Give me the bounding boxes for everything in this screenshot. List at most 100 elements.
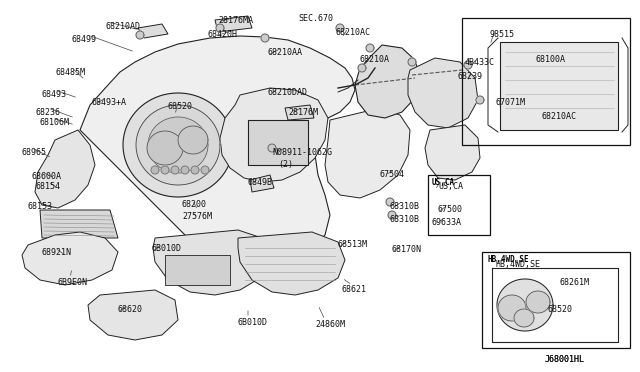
Polygon shape — [191, 166, 199, 174]
Text: 68200: 68200 — [182, 200, 207, 209]
Text: 68921N: 68921N — [42, 248, 72, 257]
Text: 68513M: 68513M — [338, 240, 368, 249]
Text: 68210AA: 68210AA — [268, 48, 303, 57]
Text: (2): (2) — [278, 160, 293, 169]
Text: 98515: 98515 — [490, 30, 515, 39]
Text: 6849B: 6849B — [248, 178, 273, 187]
Text: 68493+A: 68493+A — [92, 98, 127, 107]
Polygon shape — [181, 166, 189, 174]
Polygon shape — [408, 58, 478, 128]
Polygon shape — [22, 232, 118, 285]
Text: 68239: 68239 — [458, 72, 483, 81]
Polygon shape — [476, 96, 484, 104]
Text: 67504: 67504 — [380, 170, 405, 179]
Bar — [428, 175, 490, 235]
Text: 67500: 67500 — [438, 205, 463, 214]
Polygon shape — [248, 120, 308, 165]
Text: US,CA: US,CA — [438, 182, 463, 191]
Polygon shape — [238, 232, 345, 295]
Text: 68106M: 68106M — [40, 118, 70, 127]
Text: 68210DAD: 68210DAD — [268, 88, 308, 97]
Polygon shape — [268, 144, 276, 152]
Text: HB,4WD,SE: HB,4WD,SE — [495, 260, 540, 269]
Text: 68154: 68154 — [36, 182, 61, 191]
Polygon shape — [151, 166, 159, 174]
Text: 68100A: 68100A — [535, 55, 565, 64]
Text: 68170N: 68170N — [392, 245, 422, 254]
Text: 68499: 68499 — [72, 35, 97, 44]
Polygon shape — [138, 24, 168, 38]
Bar — [281, 145, 291, 159]
Text: 68236: 68236 — [36, 108, 61, 117]
Polygon shape — [514, 309, 534, 327]
Text: 69633A: 69633A — [432, 218, 462, 227]
Text: 68600A: 68600A — [32, 172, 62, 181]
Text: 6B9E0N: 6B9E0N — [58, 278, 88, 287]
Polygon shape — [216, 24, 224, 32]
Text: 68310B: 68310B — [390, 215, 420, 224]
Text: US,CA: US,CA — [432, 178, 455, 187]
Text: 27576M: 27576M — [182, 212, 212, 221]
Text: 68210AC: 68210AC — [335, 28, 370, 37]
Polygon shape — [464, 61, 472, 69]
Text: HB,4WD,SE: HB,4WD,SE — [487, 255, 529, 264]
Polygon shape — [355, 45, 420, 118]
Polygon shape — [88, 290, 178, 340]
Polygon shape — [171, 166, 179, 174]
Text: 68965: 68965 — [22, 148, 47, 157]
Bar — [462, 18, 630, 145]
Text: 68420H: 68420H — [207, 30, 237, 39]
Polygon shape — [408, 58, 416, 66]
Polygon shape — [80, 36, 355, 272]
Text: 68210AC: 68210AC — [542, 112, 577, 121]
Text: 28176M: 28176M — [288, 108, 318, 117]
Polygon shape — [498, 295, 526, 321]
Text: 68520: 68520 — [548, 305, 573, 314]
Bar — [255, 145, 265, 159]
Text: 4B433C: 4B433C — [465, 58, 495, 67]
Polygon shape — [285, 105, 314, 120]
Bar — [500, 42, 618, 130]
Text: 68485M: 68485M — [55, 68, 85, 77]
Polygon shape — [123, 93, 233, 197]
Polygon shape — [250, 175, 274, 192]
Polygon shape — [147, 131, 183, 165]
Polygon shape — [136, 31, 144, 39]
Polygon shape — [386, 198, 394, 206]
Polygon shape — [366, 44, 374, 52]
Polygon shape — [261, 34, 269, 42]
Polygon shape — [153, 230, 268, 295]
Text: SEC.670: SEC.670 — [298, 14, 333, 23]
Polygon shape — [136, 105, 220, 185]
Text: 67071M: 67071M — [495, 98, 525, 107]
Polygon shape — [201, 166, 209, 174]
Text: J68001HL: J68001HL — [545, 355, 585, 364]
Text: 68620: 68620 — [118, 305, 143, 314]
Polygon shape — [425, 125, 480, 180]
Text: 68153: 68153 — [28, 202, 53, 211]
Text: 68210A: 68210A — [360, 55, 390, 64]
Polygon shape — [215, 16, 252, 32]
Text: 24860M: 24860M — [315, 320, 345, 329]
Text: 68520: 68520 — [168, 102, 193, 111]
Polygon shape — [358, 64, 366, 72]
Text: 6B010D: 6B010D — [238, 318, 268, 327]
Polygon shape — [336, 24, 344, 32]
Polygon shape — [526, 291, 550, 313]
Polygon shape — [148, 117, 208, 173]
Text: J68001HL: J68001HL — [545, 355, 585, 364]
Text: 28176MA: 28176MA — [218, 16, 253, 25]
Text: 68621: 68621 — [342, 285, 367, 294]
Polygon shape — [388, 211, 396, 219]
Polygon shape — [165, 255, 230, 285]
Polygon shape — [35, 130, 95, 208]
Bar — [482, 252, 630, 348]
Text: 68210AD: 68210AD — [105, 22, 140, 31]
Polygon shape — [325, 108, 410, 198]
Text: 6B010D: 6B010D — [152, 244, 182, 253]
Polygon shape — [40, 210, 118, 238]
Text: N08911-1062G: N08911-1062G — [272, 148, 332, 157]
Polygon shape — [178, 126, 208, 154]
Polygon shape — [161, 166, 169, 174]
Text: 68493: 68493 — [42, 90, 67, 99]
